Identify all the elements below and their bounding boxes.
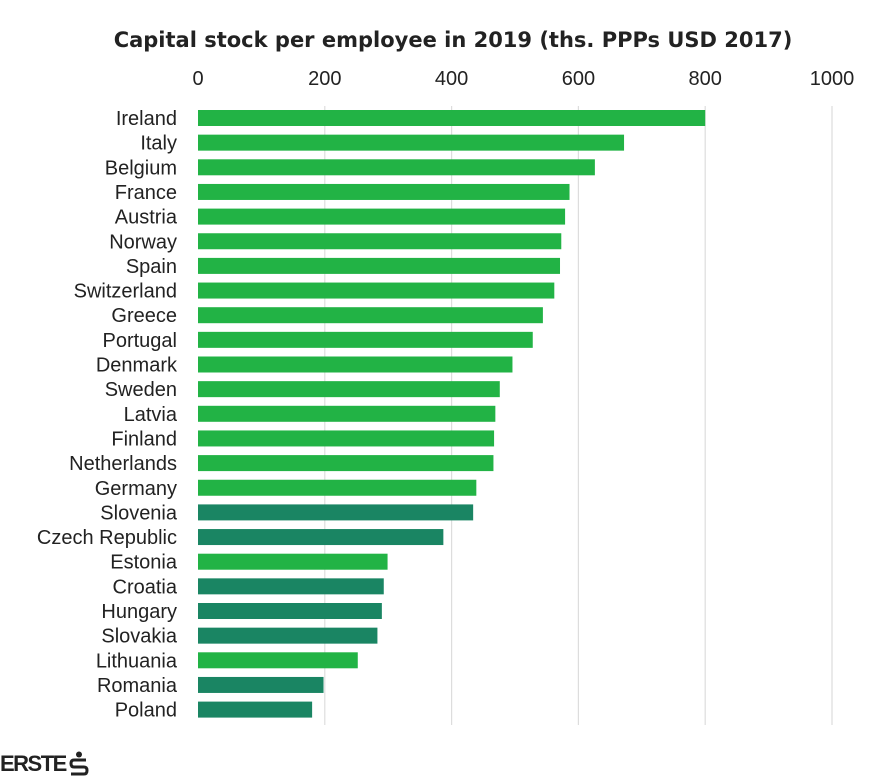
- x-tick-label: 400: [435, 68, 468, 90]
- category-label: Czech Republic: [37, 527, 177, 549]
- category-label: Austria: [115, 207, 178, 229]
- x-axis-ticks: 0 200 400 600 800 1000: [192, 68, 854, 90]
- bar-switzerland: [198, 282, 555, 299]
- bar-slovenia: [198, 504, 474, 521]
- bar-finland: [198, 430, 495, 447]
- bar-czech-republic: [198, 529, 444, 546]
- bar-denmark: [198, 356, 513, 373]
- category-label: Switzerland: [74, 281, 177, 303]
- category-label: Hungary: [101, 601, 177, 623]
- bar-hungary: [198, 603, 382, 619]
- category-label: Sweden: [105, 379, 177, 401]
- bar-france: [198, 183, 570, 200]
- logo-text: ERSTE: [0, 751, 67, 776]
- category-label: Romania: [97, 675, 178, 697]
- category-label: Greece: [111, 305, 177, 327]
- bar-chart: Capital stock per employee in 2019 (ths.…: [37, 28, 854, 725]
- bar-romania: [198, 676, 324, 693]
- x-tick-label: 800: [689, 68, 722, 90]
- bar-poland: [198, 701, 313, 718]
- category-label: Portugal: [103, 330, 178, 352]
- bar-norway: [198, 233, 562, 250]
- erste-logo: ERSTE: [0, 751, 89, 777]
- bar-spain: [198, 257, 561, 274]
- x-tick-label: 0: [192, 68, 203, 90]
- category-label: Spain: [126, 256, 177, 278]
- bar-croatia: [198, 578, 384, 595]
- category-label: Estonia: [110, 552, 178, 574]
- bar-greece: [198, 307, 543, 324]
- category-label: Netherlands: [69, 453, 177, 475]
- bar-italy: [198, 134, 625, 151]
- category-label: Slovenia: [100, 502, 178, 524]
- bar-latvia: [198, 405, 496, 422]
- bar-belgium: [198, 159, 595, 176]
- chart-title: Capital stock per employee in 2019 (ths.…: [114, 28, 793, 52]
- bar-portugal: [198, 331, 533, 348]
- bar-estonia: [198, 553, 388, 570]
- category-label: Croatia: [113, 576, 178, 598]
- bar-austria: [198, 208, 566, 225]
- category-label: Poland: [115, 700, 177, 722]
- category-label: Germany: [95, 478, 177, 500]
- bar-ireland: [198, 110, 706, 126]
- category-label: Lithuania: [96, 650, 178, 672]
- bar-lithuania: [198, 652, 358, 669]
- category-label: Belgium: [105, 157, 177, 179]
- category-label: Italy: [140, 133, 177, 155]
- category-label: Finland: [111, 428, 177, 450]
- category-label: Slovakia: [101, 626, 177, 648]
- category-label: Norway: [109, 231, 177, 253]
- x-tick-label: 1000: [810, 68, 855, 90]
- bar-sweden: [198, 381, 500, 398]
- category-label: Latvia: [124, 404, 178, 426]
- bar-netherlands: [198, 455, 494, 472]
- x-tick-label: 600: [562, 68, 595, 90]
- category-label: France: [115, 182, 177, 204]
- category-label: Ireland: [116, 108, 177, 130]
- erste-s-mark-icon: [69, 751, 89, 776]
- category-label: Denmark: [96, 355, 178, 377]
- bars: [198, 110, 706, 718]
- bar-slovakia: [198, 627, 378, 644]
- x-tick-label: 200: [308, 68, 341, 90]
- bar-germany: [198, 479, 477, 496]
